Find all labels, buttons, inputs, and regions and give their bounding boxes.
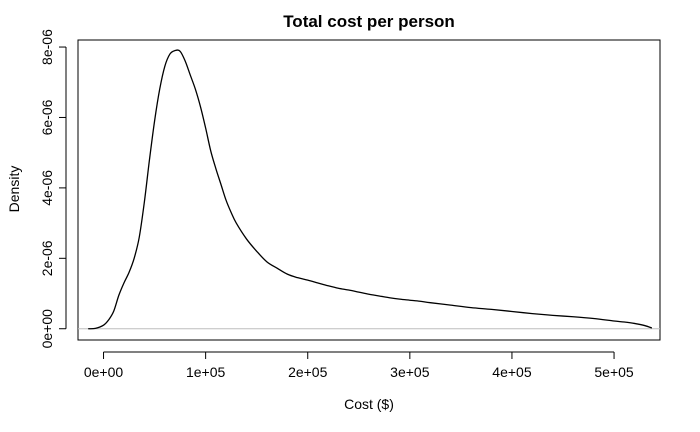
series-layer xyxy=(88,49,653,330)
x-axis: 0e+00 1e+05 2e+05 3e+05 4e+05 5e+05 xyxy=(84,351,634,380)
x-tick-label: 1e+05 xyxy=(186,364,226,380)
chart-title: Total cost per person xyxy=(283,12,455,31)
x-tick-label: 2e+05 xyxy=(288,364,328,380)
density-curve xyxy=(88,49,653,330)
plot-frame xyxy=(77,39,661,341)
y-tick-label: 2e-06 xyxy=(39,240,55,276)
y-tick-label: 0e+00 xyxy=(39,309,55,349)
x-axis-label: Cost ($) xyxy=(344,396,394,412)
x-tick-label: 5e+05 xyxy=(594,364,634,380)
y-axis: 0e+00 2e-06 4e-06 6e-06 8e-06 xyxy=(39,29,67,349)
y-axis-label: Density xyxy=(6,166,22,213)
x-tick-label: 4e+05 xyxy=(492,364,532,380)
x-tick-label: 3e+05 xyxy=(390,364,430,380)
y-tick-label: 6e-06 xyxy=(39,99,55,135)
x-tick-label: 0e+00 xyxy=(84,364,124,380)
y-tick-label: 4e-06 xyxy=(39,170,55,206)
y-tick-label: 8e-06 xyxy=(39,29,55,65)
